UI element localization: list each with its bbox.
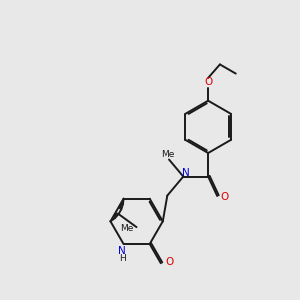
Text: O: O [204, 77, 212, 87]
Text: H: H [119, 254, 125, 263]
Text: N: N [182, 168, 190, 178]
Text: O: O [165, 257, 173, 267]
Text: O: O [220, 193, 229, 202]
Text: N: N [118, 246, 126, 256]
Text: Me: Me [161, 150, 174, 159]
Text: Me: Me [120, 224, 134, 233]
